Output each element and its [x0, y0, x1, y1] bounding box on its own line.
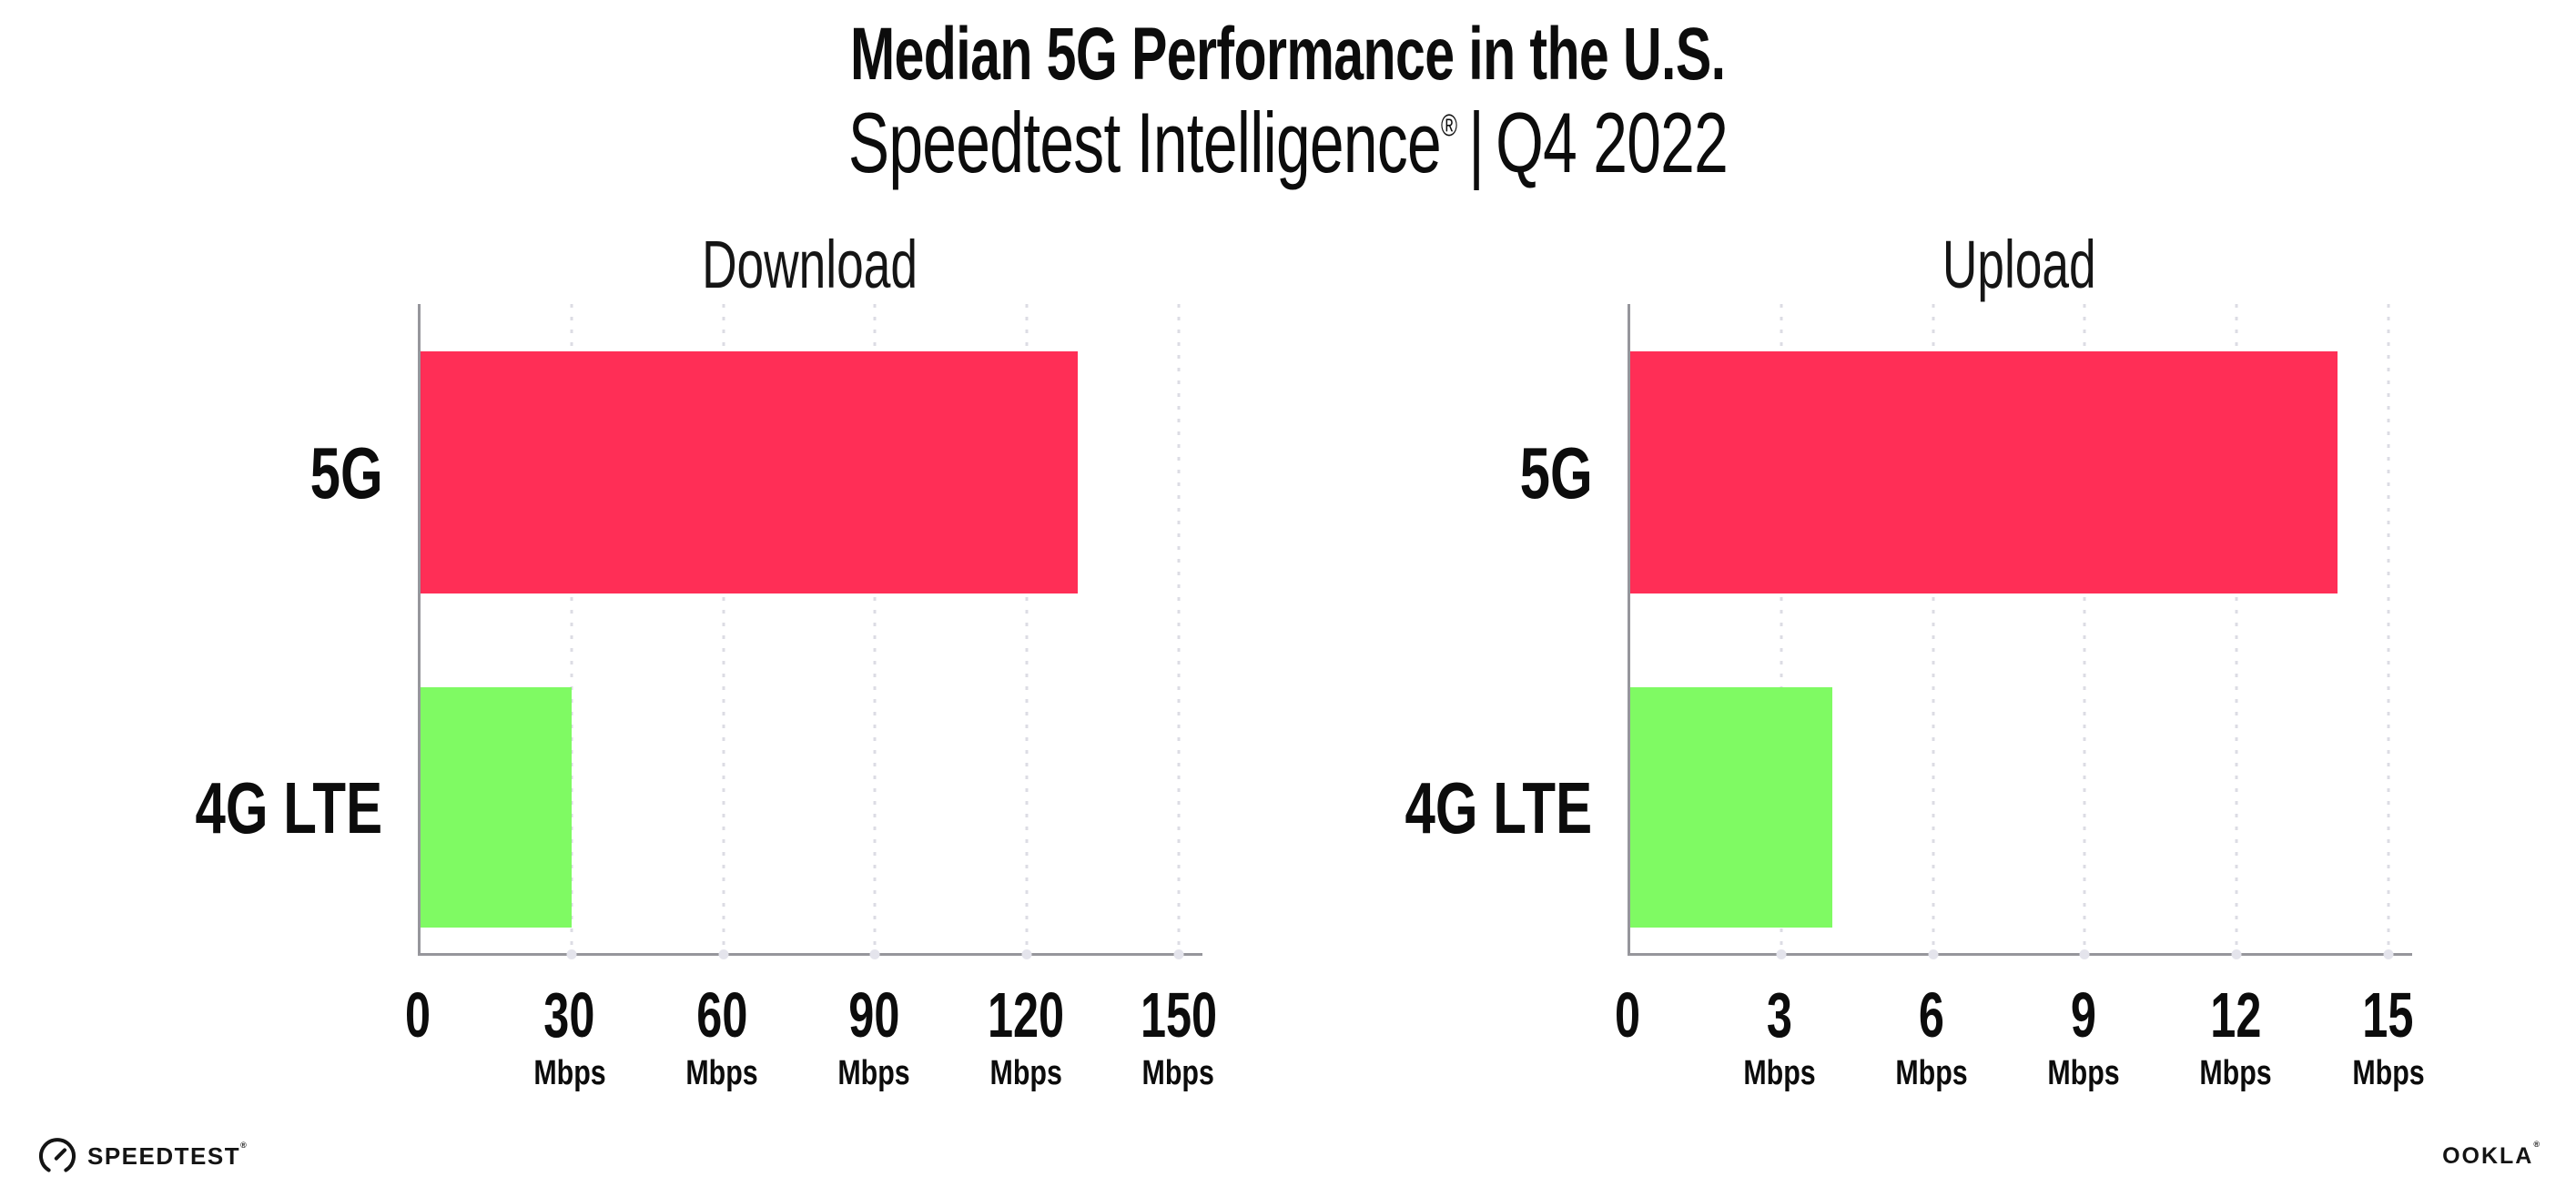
speedtest-wordmark: SPEEDTEST®: [87, 1140, 248, 1170]
bar-4g-lte: [1629, 686, 1832, 928]
x-axis-labels: 0 3 Mbps 6 Mbps 9 Mbps 12 Mbps 15 Mbps: [1614, 956, 2424, 1101]
x-tick-6: 6 Mbps: [1886, 983, 1976, 1090]
x-tick-value: 15: [2362, 979, 2414, 1050]
y-label-4g-lte: 4G LTE: [1405, 767, 1593, 849]
x-tick-value: 0: [404, 979, 431, 1050]
y-label-5g: 5G: [309, 431, 383, 513]
x-tick-150: 150 Mbps: [1125, 983, 1232, 1090]
x-tick-unit: Mbps: [2047, 1053, 2120, 1092]
gridline-120: [1021, 303, 1032, 959]
ookla-logo: OOKLA®: [2442, 1140, 2541, 1170]
gridline-6: [1928, 303, 1939, 959]
gridline-9: [2079, 303, 2090, 959]
y-label-5g: 5G: [1519, 431, 1593, 513]
x-tick-value: 90: [848, 979, 900, 1050]
ookla-trademark-mark: ®: [2533, 1140, 2541, 1150]
gridline-30: [566, 303, 577, 959]
y-labels: 5G 4G LTE: [1374, 304, 1628, 956]
gridline-12: [2231, 303, 2242, 959]
gridline-15: [2383, 303, 2394, 959]
x-tick-3: 3 Mbps: [1734, 983, 1824, 1090]
x-tick-value: 9: [2071, 979, 2097, 1050]
x-tick-0: 0: [400, 983, 435, 1047]
x-tick-unit: Mbps: [1141, 1053, 1215, 1092]
x-tick-unit: Mbps: [2199, 1053, 2273, 1092]
speedtest-logo: SPEEDTEST®: [36, 1135, 248, 1177]
ookla-wordmark: OOKLA®: [2442, 1140, 2541, 1169]
x-tick-value: 150: [1140, 979, 1217, 1050]
x-tick-0: 0: [1609, 983, 1645, 1047]
gridline-60: [718, 303, 729, 959]
x-tick-30: 30 Mbps: [524, 983, 614, 1090]
chart-body: 5G 4G LTE: [1374, 303, 2412, 959]
page-title: Median 5G Performance in the U.S.: [850, 13, 1726, 96]
chart-title-upload: Upload: [1942, 226, 2096, 302]
speedtest-gauge-icon: [39, 1138, 76, 1172]
chart-title-row: Download: [418, 226, 1202, 304]
x-tick-value: 12: [2210, 979, 2262, 1050]
x-tick-value: 0: [1614, 979, 1640, 1050]
subtitle-brand: Speedtest Intelligence: [847, 94, 1442, 190]
chart-body: 5G 4G LTE: [165, 303, 1202, 959]
bar-4g-lte: [420, 686, 573, 928]
x-tick-unit: Mbps: [685, 1053, 758, 1092]
speedtest-trademark-mark: ®: [240, 1140, 248, 1150]
x-tick-value: 3: [1766, 979, 1792, 1050]
gridline-90: [869, 303, 880, 959]
chart-download: Download 5G 4G LTE 0 30 Mbps 60 Mbps 90 Mbps 120…: [165, 226, 1217, 1101]
x-tick-15: 15 Mbps: [2343, 983, 2433, 1090]
gridline-3: [1776, 303, 1787, 959]
page-subtitle: Speedtest Intelligence® | Q4 2022: [0, 94, 2576, 190]
gridline-150: [1173, 303, 1184, 959]
subtitle-separator: |: [1468, 94, 1485, 190]
y-labels: 5G 4G LTE: [165, 304, 418, 956]
chart-upload: Upload 5G 4G LTE 0 3 Mbps 6 Mbps 9 Mbps 12 Mbps 15…: [1374, 226, 2424, 1101]
plot-area: [417, 303, 1202, 959]
chart-title-download: Download: [702, 226, 918, 302]
x-tick-unit: Mbps: [1895, 1053, 1968, 1092]
x-tick-value: 30: [543, 979, 595, 1050]
x-tick-unit: Mbps: [837, 1053, 910, 1092]
bar-5g: [420, 350, 1078, 594]
chart-title-row: Upload: [1628, 226, 2412, 304]
x-tick-120: 120 Mbps: [973, 983, 1080, 1090]
plot-area: [1627, 303, 2412, 959]
x-tick-12: 12 Mbps: [2191, 983, 2281, 1090]
x-tick-value: 60: [695, 979, 747, 1050]
footer: SPEEDTEST® OOKLA®: [36, 1135, 2541, 1177]
charts-row: Download 5G 4G LTE 0 30 Mbps 60 Mbps 90 Mbps 120…: [0, 226, 2576, 1101]
x-tick-value: 6: [1918, 979, 1944, 1050]
x-tick-unit: Mbps: [1743, 1053, 1816, 1092]
x-tick-90: 90 Mbps: [829, 983, 919, 1090]
x-tick-9: 9 Mbps: [2039, 983, 2129, 1090]
subtitle-period: Q4 2022: [1496, 94, 1729, 190]
x-axis-labels: 0 30 Mbps 60 Mbps 90 Mbps 120 Mbps 150 Mbps: [404, 956, 1216, 1101]
registered-trademark-mark: ®: [1440, 107, 1457, 143]
bar-5g: [1629, 350, 2338, 594]
x-tick-unit: Mbps: [989, 1053, 1063, 1092]
x-tick-unit: Mbps: [533, 1053, 606, 1092]
y-label-4g-lte: 4G LTE: [195, 767, 383, 849]
header: Median 5G Performance in the U.S. Speedt…: [0, 0, 2576, 188]
x-tick-value: 120: [988, 979, 1065, 1050]
x-tick-unit: Mbps: [2351, 1053, 2425, 1092]
x-tick-60: 60 Mbps: [676, 983, 766, 1090]
